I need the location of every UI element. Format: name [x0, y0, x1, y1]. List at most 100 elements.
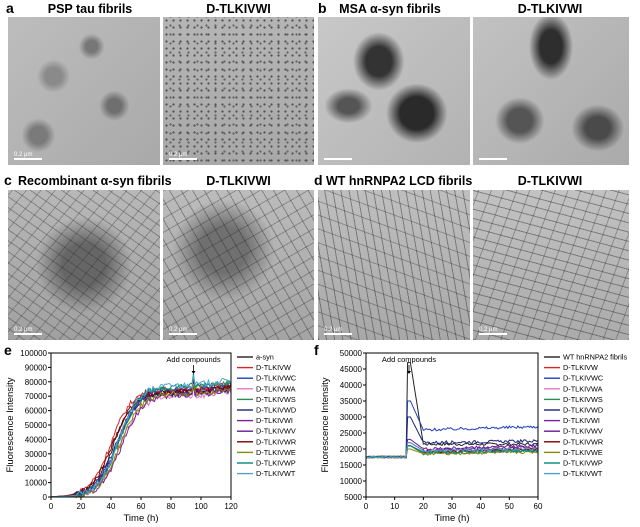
panel-letter-f: f: [314, 342, 319, 358]
legend-label: D-TLKIVWS: [563, 395, 603, 404]
legend-label: D-TLKIVWI: [563, 416, 600, 425]
y-tick-label: 50000: [25, 421, 48, 430]
x-tick-label: 40: [107, 502, 116, 511]
series-line-d-tlkivwt: [51, 375, 231, 498]
x-tick-label: 30: [448, 502, 457, 511]
annotation-arrowhead: [407, 371, 411, 374]
x-tick-label: 20: [77, 502, 86, 511]
x-axis-label: Time (h): [123, 513, 158, 524]
series-line-wt-hnrnpa2-fibrils: [365, 362, 539, 459]
y-tick-label: 10000: [25, 479, 48, 488]
scale-bar: [479, 158, 507, 160]
annotation-label: Add compounds: [382, 355, 436, 364]
micrograph-msa-syn-tlkivwi: [473, 17, 629, 165]
legend-label: a-syn: [256, 353, 274, 362]
micrograph-recombinant-syn: 0.2 μm: [8, 190, 160, 340]
chart-f: 0 10 20 30 40 50 60 5000 10000 15000 20000 25000 300…: [320, 349, 628, 524]
legend-label: D-TLKIVWD: [563, 406, 603, 415]
panel-c-title-left: Recombinant α-syn fibrils: [18, 174, 172, 188]
legend-label: D-TLKIVWC: [256, 374, 296, 383]
x-tick-label: 0: [49, 502, 54, 511]
x-tick-label: 100: [194, 502, 208, 511]
panel-a-title-right: D-TLKIVWI: [206, 2, 271, 16]
y-tick-label: 45000: [340, 365, 363, 374]
legend-label: D-TLKIVWD: [256, 406, 296, 415]
series-line-d-tlkivw: [51, 379, 232, 498]
series-line-d-tlkivwv: [365, 438, 539, 459]
micrograph-psp-tau: 0.2 μm: [8, 17, 160, 165]
panel-letter-b: b: [318, 0, 327, 16]
legend-label: WT hnRNPA2 fibrils: [563, 353, 628, 362]
legend-label: D-TLKIVW: [563, 363, 598, 372]
scale-bar: [479, 333, 507, 335]
plot-frame: [50, 352, 232, 498]
x-tick-label: 0: [364, 502, 369, 511]
legend-label: D-TLKIVWT: [256, 469, 296, 478]
series-line-d-tlkivwt: [365, 442, 539, 459]
legend-label: D-TLKIVWT: [563, 469, 603, 478]
legend-label: D-TLKIVWV: [563, 427, 603, 436]
legend-label: D-TLKIVWC: [563, 374, 603, 383]
micrograph-msa-syn: [318, 17, 470, 165]
scale-bar: [169, 333, 197, 335]
y-tick-label: 25000: [340, 429, 363, 438]
legend-label: D-TLKIVWR: [256, 437, 296, 446]
series-line-d-tlkivwp: [365, 445, 539, 459]
x-tick-label: 40: [476, 502, 485, 511]
panel-letter-a: a: [6, 0, 14, 16]
y-tick-label: 5000: [344, 493, 362, 502]
legend-label: D-TLKIVWV: [256, 427, 296, 436]
annotation-label: Add compounds: [166, 355, 220, 364]
y-tick-label: 50000: [340, 349, 363, 358]
panel-a-title-left: PSP tau fibrils: [47, 2, 133, 16]
micrograph-hnrnpa2-tlkivwi: 0.2 μm: [473, 190, 629, 340]
y-tick-label: 0: [43, 493, 48, 502]
legend-label: D-TLKIVW: [256, 363, 291, 372]
legend-label: D-TLKIVWI: [256, 416, 293, 425]
scale-bar: [14, 333, 42, 335]
panel-d-title-right: D-TLKIVWI: [517, 174, 583, 188]
legend-label: D-TLKIVWA: [563, 384, 603, 393]
y-tick-label: 20000: [25, 464, 48, 473]
panel-letter-d: d: [314, 172, 323, 188]
series-line-d-tlkivwe: [50, 383, 232, 498]
plot-frame: [365, 352, 539, 498]
y-axis-label: Fluorescence Intensity: [320, 377, 331, 472]
y-tick-label: 70000: [25, 392, 48, 401]
micrograph-psp-tau-tlkivwi: 0.2 μm: [163, 17, 314, 165]
y-tick-label: 80000: [25, 378, 48, 387]
scale-label: 0.2 μm: [14, 152, 33, 158]
x-tick-label: 80: [167, 502, 176, 511]
legend-label: D-TLKIVWE: [563, 448, 603, 457]
panel-letter-e: e: [4, 342, 12, 358]
legend-label: D-TLKIVWS: [256, 395, 296, 404]
panel-b-title-left: MSA α-syn fibrils: [339, 2, 441, 16]
y-tick-label: 20000: [340, 445, 363, 454]
scale-bar: [169, 158, 197, 160]
scale-label: 0.2 μm: [169, 327, 188, 333]
y-tick-label: 100000: [20, 349, 47, 358]
x-tick-label: 50: [505, 502, 514, 511]
y-axis-label: Fluorescence Intensity: [5, 377, 16, 472]
panel-letter-c: c: [4, 172, 12, 188]
y-tick-label: 90000: [25, 363, 48, 372]
panel-d-title-left: WT hnRNPA2 LCD fibrils: [326, 174, 473, 188]
series-line-d-tlkivwp: [51, 373, 232, 498]
scale-label: 0.2 μm: [14, 327, 33, 333]
micrograph-hnrnpa2: 0.2 μm: [318, 190, 470, 340]
y-tick-label: 10000: [340, 477, 363, 486]
panel-c-title-right: D-TLKIVWI: [206, 174, 271, 188]
x-tick-label: 60: [137, 502, 146, 511]
x-tick-label: 120: [224, 502, 238, 511]
x-tick-label: 10: [390, 502, 399, 511]
x-tick-label: 60: [534, 502, 543, 511]
chart-e: 0 20 40 60 80 100 120 0 10000 20000 30000 40000 5000…: [5, 349, 296, 524]
legend-label: D-TLKIVWP: [256, 459, 296, 468]
y-tick-label: 30000: [25, 450, 48, 459]
y-tick-label: 40000: [25, 435, 48, 444]
scale-label: 0.2 μm: [324, 327, 343, 333]
annotation-arrowhead: [191, 371, 196, 374]
y-tick-label: 40000: [340, 381, 363, 390]
y-tick-label: 35000: [340, 397, 363, 406]
legend-label: D-TLKIVWE: [256, 448, 296, 457]
